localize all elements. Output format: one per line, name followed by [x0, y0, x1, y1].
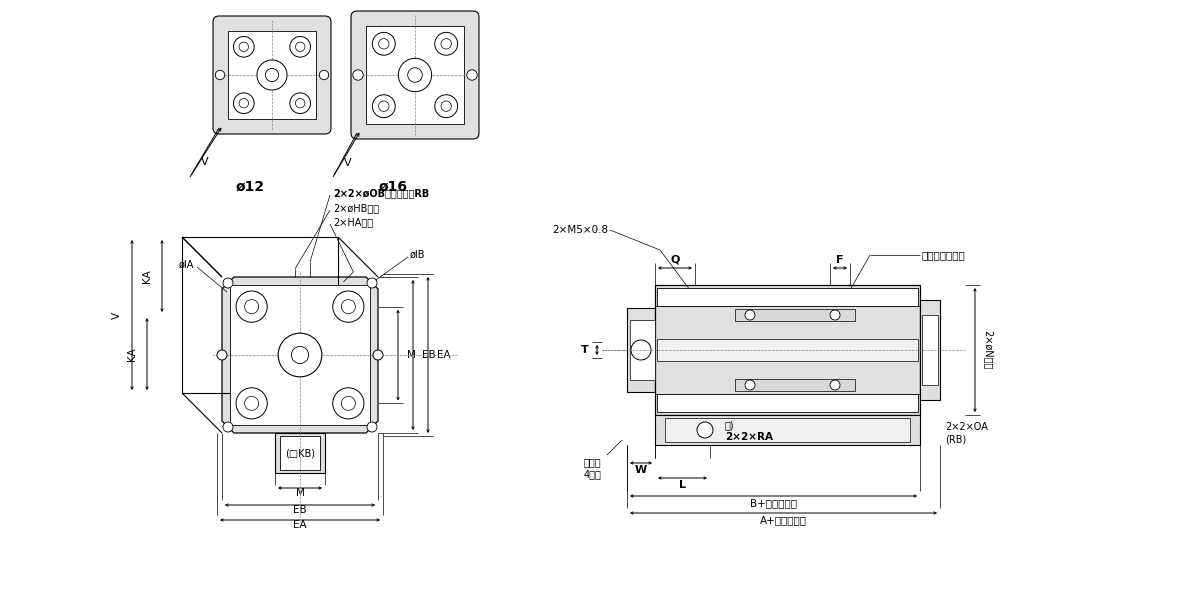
- Bar: [627, 308, 655, 392]
- Text: V: V: [111, 311, 122, 319]
- Circle shape: [373, 95, 395, 118]
- Circle shape: [830, 310, 840, 320]
- FancyBboxPatch shape: [351, 11, 479, 139]
- Text: L: L: [679, 480, 686, 490]
- Circle shape: [234, 93, 254, 113]
- Text: B+ストローク: B+ストローク: [750, 498, 797, 508]
- Text: KA: KA: [127, 347, 137, 361]
- Text: 2×2×OA: 2×2×OA: [945, 422, 988, 432]
- Bar: [230, 285, 370, 425]
- Circle shape: [236, 388, 267, 419]
- Bar: [367, 26, 464, 124]
- Text: 2×øN通し: 2×øN通し: [984, 331, 993, 370]
- Circle shape: [236, 291, 267, 322]
- Text: ø12: ø12: [235, 180, 264, 194]
- Text: V: V: [344, 158, 352, 168]
- Circle shape: [223, 422, 232, 432]
- Circle shape: [333, 388, 364, 419]
- Circle shape: [745, 310, 755, 320]
- Circle shape: [467, 70, 477, 80]
- Text: 2×øHB通し: 2×øHB通し: [333, 203, 379, 213]
- Bar: [655, 415, 920, 445]
- Circle shape: [367, 422, 377, 432]
- Bar: [276, 433, 325, 473]
- Text: (□KB): (□KB): [285, 448, 315, 458]
- Bar: [228, 31, 316, 119]
- Circle shape: [217, 350, 226, 360]
- Text: 2×2×øOB座くり深さRB: 2×2×øOB座くり深さRB: [333, 188, 429, 198]
- Circle shape: [631, 340, 651, 360]
- Text: V: V: [201, 157, 208, 167]
- Bar: [280, 436, 320, 470]
- Text: 2×HA通し: 2×HA通し: [333, 217, 373, 227]
- Polygon shape: [222, 277, 379, 433]
- Circle shape: [367, 278, 377, 288]
- Text: 平座金
4ケ付: 平座金 4ケ付: [583, 457, 601, 479]
- Circle shape: [223, 278, 232, 288]
- Circle shape: [290, 37, 310, 57]
- Circle shape: [399, 58, 431, 92]
- Circle shape: [435, 95, 458, 118]
- FancyBboxPatch shape: [213, 16, 331, 134]
- Text: EA: EA: [294, 520, 307, 530]
- Circle shape: [216, 70, 225, 80]
- Bar: [736, 379, 855, 391]
- Text: 注): 注): [725, 420, 734, 430]
- Bar: [657, 339, 918, 361]
- Text: ø16: ø16: [379, 180, 407, 194]
- Bar: [920, 300, 940, 400]
- Circle shape: [234, 37, 254, 57]
- Circle shape: [333, 291, 364, 322]
- Text: T: T: [581, 345, 589, 355]
- Bar: [657, 288, 918, 306]
- Text: Q: Q: [671, 255, 679, 265]
- Text: øIA: øIA: [179, 260, 194, 270]
- Text: øIB: øIB: [410, 250, 425, 260]
- Circle shape: [352, 70, 363, 80]
- Text: (RB): (RB): [945, 435, 967, 445]
- Circle shape: [435, 32, 458, 55]
- Circle shape: [373, 350, 383, 360]
- Bar: [665, 418, 910, 442]
- Text: EA: EA: [437, 350, 450, 360]
- Circle shape: [290, 93, 310, 113]
- Text: KA: KA: [143, 269, 152, 283]
- Text: EB: EB: [422, 350, 436, 360]
- Circle shape: [320, 70, 328, 80]
- Circle shape: [278, 333, 322, 377]
- Text: M: M: [407, 350, 416, 360]
- Bar: [736, 309, 855, 321]
- Circle shape: [830, 380, 840, 390]
- Circle shape: [256, 60, 288, 90]
- Bar: [630, 320, 655, 380]
- Text: W: W: [635, 465, 647, 475]
- Text: 2×2×RA: 2×2×RA: [725, 432, 773, 442]
- Text: A+ストローク: A+ストローク: [760, 515, 807, 525]
- Circle shape: [697, 422, 713, 438]
- Text: オートスイッチ: オートスイッチ: [922, 250, 966, 260]
- Text: EB: EB: [294, 505, 307, 515]
- Text: F: F: [836, 255, 843, 265]
- Bar: [922, 315, 938, 385]
- Circle shape: [745, 380, 755, 390]
- Bar: [657, 394, 918, 412]
- Text: M: M: [296, 488, 304, 498]
- Bar: [655, 285, 920, 415]
- Text: 2×M5×0.8: 2×M5×0.8: [552, 225, 609, 235]
- Circle shape: [373, 32, 395, 55]
